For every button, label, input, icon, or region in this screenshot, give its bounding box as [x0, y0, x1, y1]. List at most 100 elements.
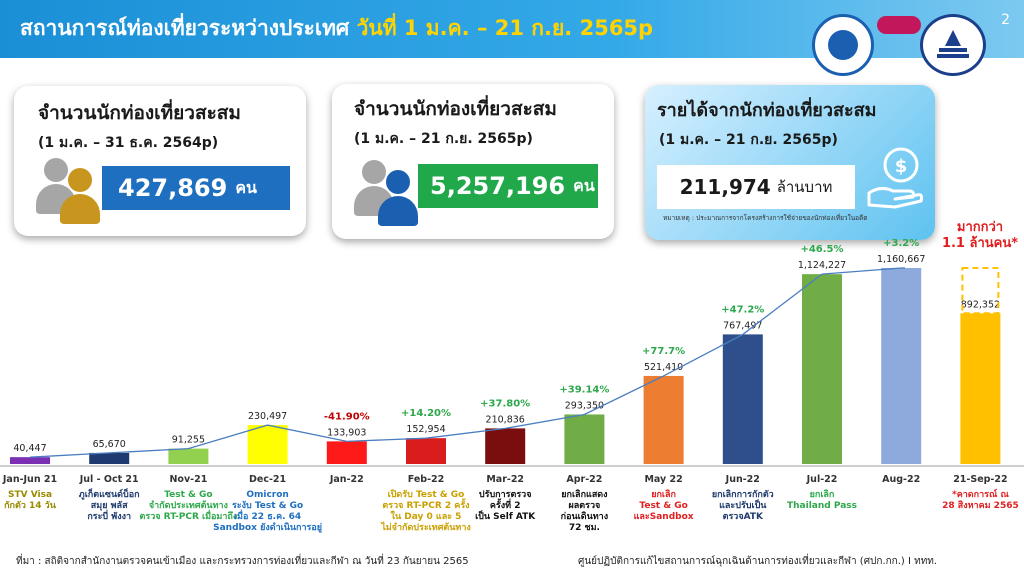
bar-12 [960, 313, 1001, 464]
category-label-12: 21-Sep-22 [953, 474, 1007, 485]
category-label-6: Mar-22 [486, 474, 524, 485]
value-label-8: 521,410 [644, 362, 683, 373]
growth-label-5: +14.20% [401, 408, 451, 419]
annotation-5-2: ใน Day 0 และ 5 [391, 510, 462, 522]
category-label-10: Jul-22 [806, 474, 838, 485]
forecast-note: มากกว่า 1.1 ล้านคน* [936, 220, 1024, 252]
annotation-6-1: ครั้งที่ 2 [490, 498, 521, 511]
category-label-1: Jul - Oct 21 [79, 474, 139, 485]
growth-label-8: +77.7% [642, 346, 685, 357]
card-period: (1 ม.ค. – 21 ก.ย. 2565p) [659, 132, 838, 148]
annotation-3-2: เมื่อ 22 ธ.ค. 64 [234, 509, 301, 522]
growth-label-11: +3.2% [883, 238, 919, 249]
category-label-7: Apr-22 [566, 474, 602, 485]
bar-8 [643, 375, 684, 464]
annotation-2-2: ตรวจ RT-PCR เมื่อมาถึง [140, 509, 238, 522]
annotation-10-0: ยกเลิก [810, 489, 835, 500]
value-label-7: 293,350 [565, 400, 604, 411]
bar-2 [168, 448, 209, 464]
ministry-seal-icon [812, 14, 874, 76]
page-number: 2 [1001, 12, 1010, 28]
growth-label-4: -41.90% [324, 411, 370, 422]
annotation-7-1: ผลตรวจ [569, 501, 601, 511]
annotation-3-1: ระงับ Test & Go [232, 500, 303, 511]
value-label-5: 152,954 [406, 424, 445, 435]
money-hand-icon: $ [867, 147, 923, 209]
tat-logo [920, 14, 986, 76]
value-label-4: 133,903 [327, 427, 366, 438]
value-label-6: 210,836 [486, 414, 525, 425]
bar-4 [326, 441, 367, 464]
annotation-9-2: ตรวจATK [723, 512, 764, 522]
annotation-3-0: Omicron [246, 490, 288, 500]
bar-7 [564, 414, 605, 464]
annotation-7-0: ยกเลิกแสดง [561, 489, 607, 500]
annotation-5-0: เปิดรับ Test & Go [388, 489, 465, 500]
value-label-2: 91,255 [172, 435, 205, 446]
tourists-2022-value-bar: 5,257,196 คน [418, 164, 598, 208]
title-period: วันที่ 1 ม.ค. – 21 ก.ย. 2565p [356, 16, 654, 40]
tourists-2021-value-bar: 427,869 คน [102, 166, 290, 210]
revenue-value: 211,974 [679, 175, 771, 199]
footer-source: ที่มา : สถิติจากสำนักงานตรวจคนเข้าเมือง … [16, 556, 469, 567]
annotation-1-0: ภูเก็ตแซนด์บ็อก [79, 487, 140, 500]
category-label-5: Feb-22 [408, 474, 445, 485]
growth-label-7: +39.14% [559, 384, 609, 395]
bar-11 [881, 268, 922, 464]
forecast-note-line1: มากกว่า [956, 220, 1004, 235]
tourists-2022-value: 5,257,196 [430, 172, 566, 200]
annotation-9-1: และปรับเป็น [719, 498, 767, 511]
annotation-0-1: กักตัว 14 วัน [4, 500, 57, 511]
revenue-unit: ล้านบาท [776, 178, 833, 196]
annotation-5-3: ไม่จำกัดประเทศต้นทาง [380, 521, 471, 533]
amazing-thailand-logo [877, 16, 921, 34]
bar-0 [10, 457, 50, 464]
bar-9 [722, 334, 763, 464]
annotation-7-3: 72 ชม. [569, 523, 600, 533]
annotation-12-0: *คาดการณ์ ณ [952, 488, 1009, 500]
card-tourists-2022: จำนวนนักท่องเที่ยวสะสม (1 ม.ค. – 21 ก.ย.… [332, 84, 614, 239]
annotation-1-1: สมุย พลัส [91, 500, 128, 511]
category-label-11: Aug-22 [882, 474, 920, 485]
annotation-6-2: เป็น Self ATK [475, 509, 536, 522]
annotation-6-0: ปรับการตรวจ [479, 489, 532, 500]
value-label-9: 767,497 [723, 320, 762, 331]
card-period: (1 ม.ค. – 21 ก.ย. 2565p) [354, 131, 533, 147]
tourists-2021-unit: คน [235, 177, 257, 197]
category-label-0: Jan-Jun 21 [2, 474, 57, 485]
card-tourists-2021: จำนวนนักท่องเที่ยวสะสม (1 ม.ค. – 31 ธ.ค.… [14, 86, 306, 236]
annotation-7-2: ก่อนเดินทาง [561, 511, 608, 522]
card-title: จำนวนนักท่องเที่ยวสะสม [354, 98, 557, 120]
annotation-10-1: Thailand Pass [787, 501, 857, 511]
people-icon [36, 158, 106, 228]
category-label-2: Nov-21 [169, 474, 207, 485]
annotation-1-2: กระบี่ พังงา [87, 509, 131, 522]
annotation-12-1: 28 สิงหาคม 2565 [942, 500, 1019, 511]
annotation-5-1: ตรวจ RT-PCR 2 ครั้ง [382, 498, 469, 511]
card-title: รายได้จากนักท่องเที่ยวสะสม [657, 100, 877, 121]
footer-center: ศูนย์ปฏิบัติการแก้ไขสถานการณ์ฉุกเฉินด้าน… [578, 556, 938, 567]
tourists-2022-unit: คน [573, 175, 595, 195]
bar-6 [485, 428, 526, 464]
card-title: จำนวนนักท่องเที่ยวสะสม [38, 102, 241, 124]
annotation-8-1: Test & Go [639, 501, 687, 511]
revenue-value-box: 211,974 ล้านบาท [657, 165, 855, 209]
card-revenue: รายได้จากนักท่องเที่ยวสะสม (1 ม.ค. – 21 … [645, 85, 935, 240]
bar-10 [802, 274, 842, 464]
growth-label-10: +46.5% [800, 244, 843, 255]
annotation-2-1: จำกัดประเทศต้นทาง [149, 500, 228, 511]
card-period: (1 ม.ค. – 31 ธ.ค. 2564p) [38, 135, 219, 151]
bar-1 [89, 452, 130, 464]
growth-label-9: +47.2% [721, 304, 764, 315]
growth-label-6: +37.80% [480, 398, 530, 409]
title-main: สถานการณ์ท่องเที่ยวระหว่างประเทศ [20, 16, 350, 40]
annotation-3-3: Sandbox ยังดำเนินการอยู่ [213, 522, 322, 533]
category-label-3: Dec-21 [249, 474, 286, 485]
axis-baseline [0, 465, 1024, 467]
category-label-9: Jun-22 [725, 474, 760, 485]
value-label-11: 1,160,667 [877, 254, 925, 265]
trend-line [29, 267, 905, 458]
category-label-8: May 22 [644, 474, 682, 485]
value-label-3: 230,497 [248, 411, 287, 422]
